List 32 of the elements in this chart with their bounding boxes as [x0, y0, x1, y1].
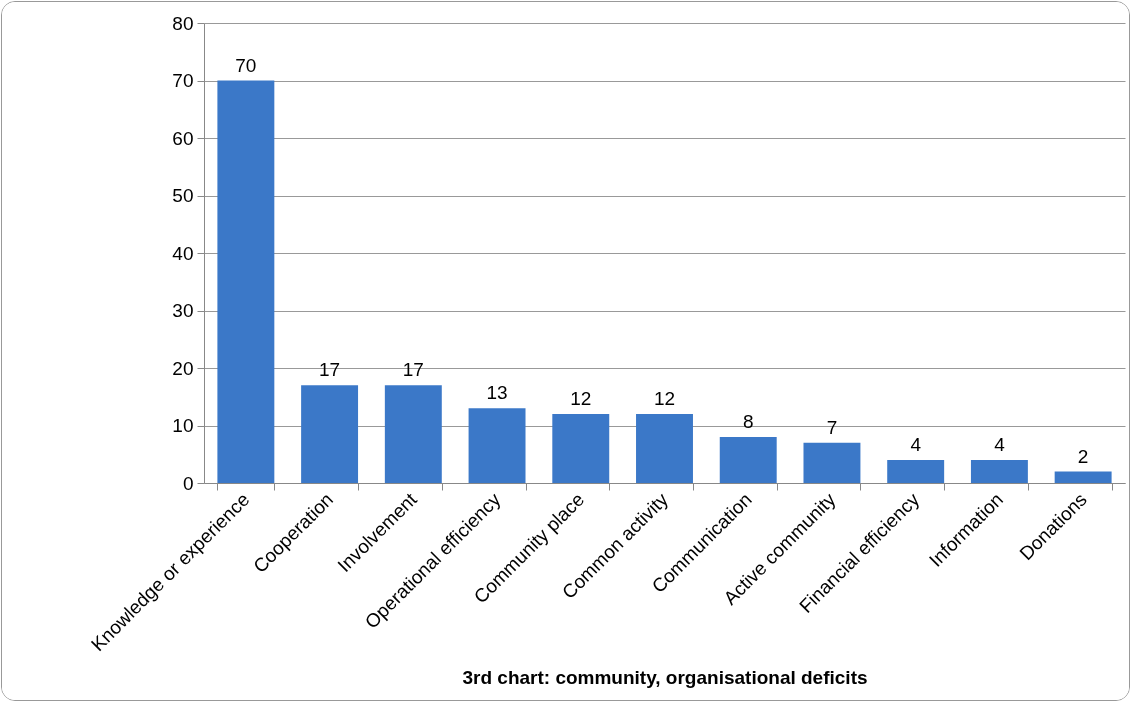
y-tick-label: 10 — [172, 415, 194, 436]
bar — [887, 460, 945, 483]
bar — [803, 442, 861, 483]
bar — [301, 385, 359, 483]
y-tick-label: 0 — [182, 472, 194, 494]
y-tick-label: 80 — [172, 12, 194, 34]
data-label: 7 — [826, 416, 838, 438]
bar — [719, 437, 777, 483]
data-label: 4 — [910, 434, 922, 455]
data-label: 8 — [742, 411, 754, 432]
data-label: 4 — [994, 434, 1006, 455]
y-tick-label: 70 — [172, 70, 194, 91]
data-label: 13 — [486, 382, 508, 404]
bar — [970, 460, 1028, 483]
data-label: 17 — [402, 359, 424, 381]
bar — [217, 80, 275, 483]
y-tick-label: 50 — [172, 185, 194, 206]
data-label: 12 — [653, 388, 676, 409]
bar — [1054, 471, 1112, 483]
y-tick-label: 30 — [172, 300, 194, 321]
y-tick-label: 40 — [172, 242, 194, 264]
bar — [384, 385, 442, 483]
x-axis-title: 3rd chart: community, organisational deficits — [462, 667, 868, 689]
data-label: 17 — [319, 359, 341, 381]
y-tick-label: 20 — [172, 357, 194, 379]
bar — [636, 414, 693, 483]
y-tick-label: 60 — [172, 127, 194, 149]
data-label: 12 — [570, 388, 592, 409]
data-label: 70 — [235, 54, 257, 76]
bar — [468, 408, 526, 483]
data-label: 2 — [1077, 445, 1089, 467]
bar — [552, 414, 610, 483]
